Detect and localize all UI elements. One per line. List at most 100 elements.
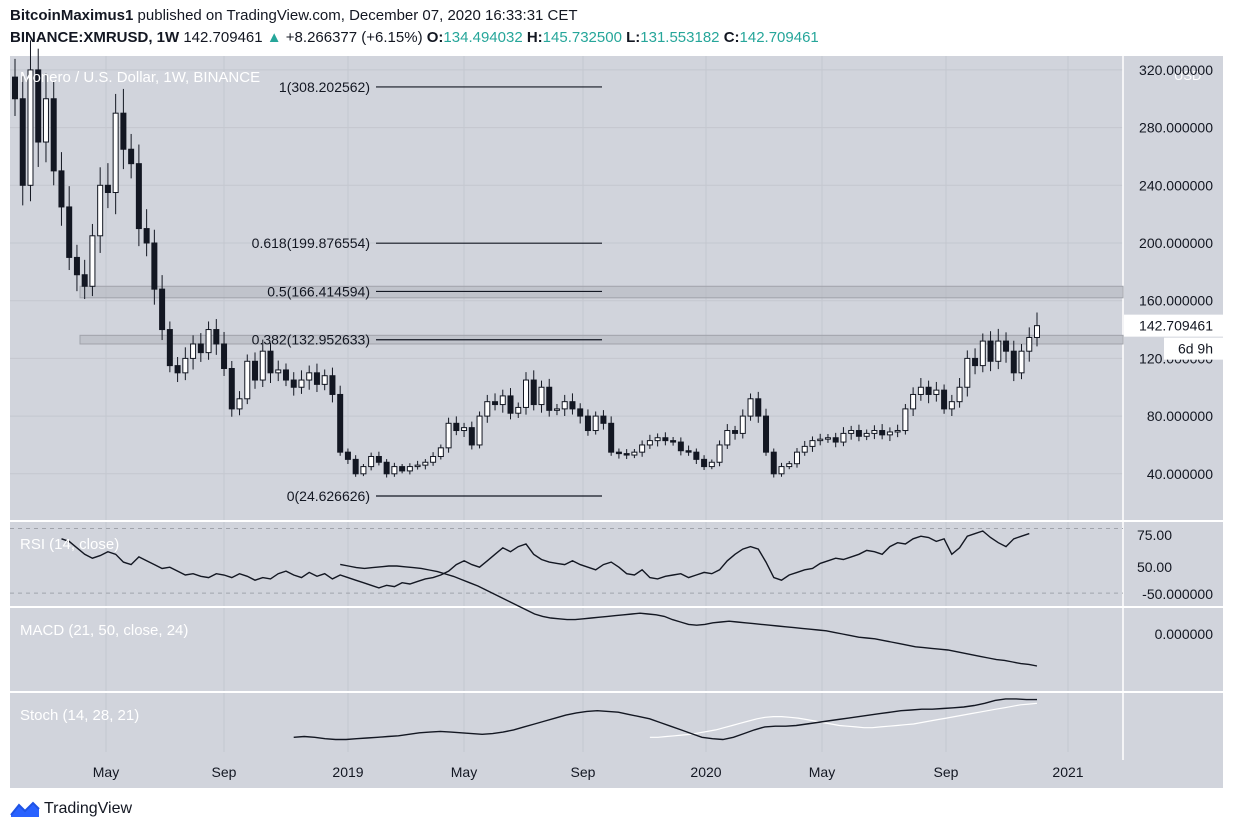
candle-body (1026, 336, 1033, 352)
candle-body (824, 437, 831, 440)
candle-body (97, 184, 104, 237)
candle-body (639, 444, 646, 453)
candle-body (306, 372, 313, 381)
candle-body (1010, 350, 1017, 374)
price-change: +8.266377 (+6.15%) (285, 29, 423, 46)
candle-body (793, 451, 800, 465)
price-tick-label: 80.000000 (1147, 408, 1213, 424)
candle-body (174, 365, 181, 374)
candle-body (135, 163, 142, 230)
candle-body (972, 357, 979, 367)
candle-body (724, 430, 731, 446)
candle-body (313, 372, 320, 385)
chart-background (10, 56, 1223, 760)
low-label: L: (626, 29, 641, 46)
candle-body (406, 466, 413, 472)
candle-body (917, 386, 924, 395)
candle-body (461, 427, 468, 432)
candle-body (112, 112, 119, 194)
candle-body (236, 398, 243, 410)
candle-body (801, 445, 808, 453)
candle-body (592, 415, 599, 432)
candle-body (755, 398, 762, 417)
open-value: 134.494032 (443, 29, 523, 46)
candle-body (879, 430, 886, 436)
last-price: 142.709461 (183, 29, 263, 46)
stoch-k-line (293, 698, 1037, 741)
candle-body (453, 422, 460, 432)
candle-body (182, 357, 189, 374)
rsi-line (61, 530, 1030, 589)
candle-body (523, 379, 529, 408)
candle-body (623, 453, 630, 456)
candle-body (368, 455, 375, 468)
candle-body (445, 422, 452, 449)
time-tick-label: Sep (934, 764, 959, 780)
candle-body (747, 398, 754, 417)
candle-body (848, 430, 855, 434)
candle-body (151, 242, 158, 290)
publish-line: BitcoinMaximus1 published on TradingView… (10, 7, 578, 24)
countdown-tag (1164, 337, 1223, 360)
candle-body (213, 329, 220, 345)
candle-body (337, 393, 344, 453)
candle-body (987, 340, 994, 362)
candle-body (708, 461, 715, 468)
candle-body (817, 438, 824, 442)
low-value: 131.553182 (640, 29, 720, 46)
candle-body (360, 466, 367, 475)
candle-body (259, 350, 266, 381)
candle-body (701, 458, 708, 468)
candle-body (468, 427, 475, 446)
candle-body (244, 360, 251, 400)
stoch-title: Stoch (14, 28, 21) (20, 707, 139, 724)
candle-body (871, 430, 878, 434)
high-value: 145.732500 (542, 29, 622, 46)
price-tick-label: 40.000000 (1147, 466, 1213, 482)
symbol-label: BINANCE:XMRUSD, 1W (10, 29, 180, 46)
candle-body (12, 76, 18, 100)
ohlc-line: BINANCE:XMRUSD, 1W 142.709461 ▲ +8.26637… (10, 29, 819, 46)
candle-body (19, 98, 26, 186)
author-name: BitcoinMaximus1 (10, 7, 134, 24)
footer-brand: TradingView (44, 800, 133, 817)
candle-body (430, 455, 437, 463)
time-tick-label: Sep (212, 764, 237, 780)
candle-body (1003, 340, 1010, 352)
candle-body (809, 440, 816, 447)
chart-title: Monero / U.S. Dollar, 1W, BINANCE (20, 69, 260, 86)
last-price-label: 142.709461 (1139, 318, 1213, 334)
fib-level-label: 0.618(199.876554) (252, 235, 370, 251)
price-tick-label: 320.000000 (1139, 62, 1213, 78)
candle-body (507, 395, 514, 414)
up-arrow-icon: ▲ (266, 29, 282, 46)
candle-body (275, 369, 282, 374)
currency-label: USD (1174, 68, 1201, 83)
candle-body (50, 98, 57, 172)
candle-body (553, 408, 560, 411)
candle-body (538, 386, 545, 406)
candle-body (685, 450, 692, 453)
price-tick-label: 200.000000 (1139, 235, 1213, 251)
candle-body (35, 69, 42, 143)
candle-body (128, 148, 135, 165)
candle-body (437, 447, 444, 457)
fib-level-label: 0.382(132.952633) (252, 332, 370, 348)
time-axis-background (10, 752, 1223, 788)
fib-level-label: 0.5(166.414594) (267, 283, 370, 299)
candle-body (577, 408, 584, 417)
candle-body (646, 440, 653, 446)
candle-body (499, 395, 506, 406)
candle-body (832, 437, 839, 443)
fib-level-label: 1(308.202562) (279, 79, 370, 95)
time-tick-label: May (93, 764, 119, 780)
time-tick-label: May (451, 764, 477, 780)
time-tick-label: 2021 (1052, 764, 1083, 780)
candle-body (569, 401, 576, 410)
candle-body (855, 430, 862, 437)
candle-body (298, 379, 305, 388)
candle-body (104, 184, 111, 194)
candle-body (267, 350, 274, 374)
time-tick-label: Sep (571, 764, 596, 780)
